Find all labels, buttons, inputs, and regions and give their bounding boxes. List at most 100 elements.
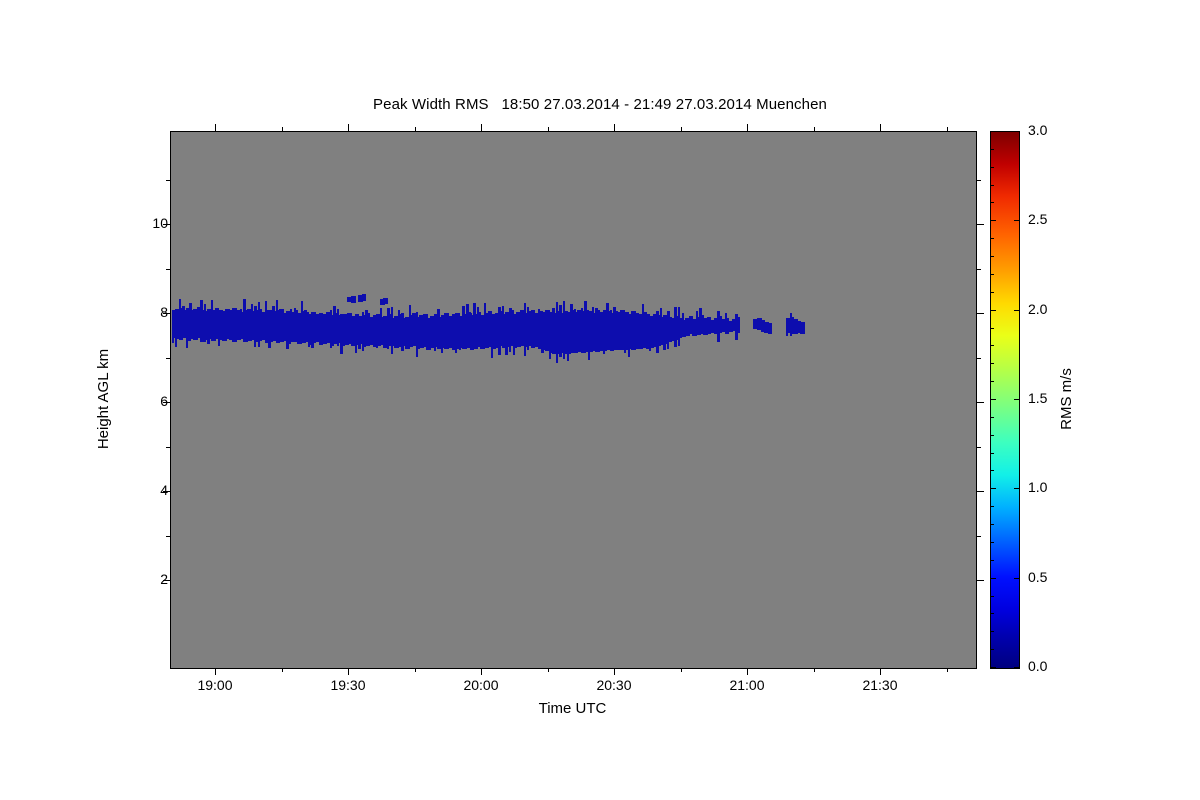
heatmap-cell — [483, 303, 487, 314]
y-tick-label: 10 — [152, 215, 168, 231]
colorbar-tick-minor — [991, 524, 994, 526]
heatmap-cell — [476, 306, 480, 312]
heatmap-cell — [609, 313, 615, 351]
heatmap-cell — [559, 304, 562, 313]
heatmap-cell — [566, 312, 572, 354]
heatmap-cell — [695, 317, 701, 335]
heatmap-cell — [605, 311, 611, 351]
heatmap-cell — [649, 315, 654, 348]
heatmap-cell — [541, 350, 544, 354]
heatmap-cell — [595, 308, 598, 311]
heatmap-cell — [512, 347, 515, 356]
heatmap-cell — [677, 318, 683, 339]
colorbar-tick — [991, 577, 996, 579]
heatmap-cell — [390, 345, 393, 355]
x-tick-top — [747, 124, 748, 131]
x-tick-minor-top — [414, 127, 416, 131]
heatmap-cell — [361, 311, 365, 315]
heatmap-cell — [792, 318, 798, 335]
heatmap-cell — [641, 304, 645, 313]
heatmap-cell — [415, 349, 419, 357]
heatmap-cell — [254, 310, 259, 343]
colorbar-tick-minor — [991, 613, 994, 615]
heatmap-cell — [498, 310, 503, 347]
heatmap-cell — [545, 310, 550, 352]
heatmap-cell — [415, 317, 421, 350]
heatmap-cell — [200, 300, 203, 310]
heatmap-cell — [483, 313, 489, 349]
heatmap-cell — [365, 310, 369, 314]
heatmap-cell — [282, 312, 288, 342]
heatmap-cell — [387, 308, 390, 314]
heatmap-cell — [501, 306, 505, 314]
heatmap-cell — [498, 346, 501, 355]
heatmap-cell — [243, 299, 246, 310]
x-tick-top — [880, 124, 881, 131]
heatmap-cell — [351, 296, 356, 304]
colorbar-tick-minor — [991, 166, 994, 168]
heatmap-cell — [613, 310, 618, 351]
heatmap-cell — [243, 309, 249, 343]
heatmap-cell — [516, 311, 521, 347]
y-tick — [163, 580, 170, 581]
heatmap-cell — [275, 310, 281, 344]
x-tick-top — [614, 124, 615, 131]
heatmap-cell — [397, 314, 403, 347]
heatmap-cell — [440, 347, 444, 354]
heatmap-cell — [588, 352, 591, 361]
colorbar-tick-right — [1014, 577, 1019, 579]
heatmap-cell — [189, 310, 195, 340]
heatmap-cell — [789, 312, 793, 318]
heatmap-cell — [677, 307, 681, 318]
heatmap-cell — [717, 316, 723, 334]
heatmap-cell — [408, 304, 412, 315]
heatmap-cell — [466, 312, 471, 349]
colorbar-tick-minor — [991, 452, 994, 454]
colorbar-tick-minor — [991, 649, 994, 651]
heatmap-cell — [232, 308, 238, 342]
heatmap-cell — [656, 310, 659, 316]
y-tick — [163, 402, 170, 403]
heatmap-cell — [175, 338, 178, 347]
heatmap-cell — [598, 311, 604, 351]
x-tick-minor — [414, 668, 416, 672]
heatmap-cell — [523, 347, 526, 356]
y-tick-right — [977, 580, 984, 581]
colorbar-tick-minor — [991, 184, 994, 186]
heatmap-cell — [706, 316, 712, 335]
heatmap-cell — [713, 318, 719, 335]
heatmap-cell — [559, 353, 562, 357]
heatmap-cell — [214, 307, 220, 340]
heatmap-cell — [171, 338, 174, 343]
heatmap-cell — [505, 312, 511, 348]
y-tick-right — [977, 313, 984, 314]
heatmap-cell — [415, 311, 419, 318]
heatmap-cell — [444, 313, 450, 350]
heatmap-cell — [476, 311, 482, 348]
heatmap-cell — [548, 311, 554, 353]
x-tick-minor — [281, 668, 283, 672]
heatmap-cell — [627, 349, 630, 357]
heatmap-cell — [361, 293, 367, 301]
heatmap-cell — [387, 314, 392, 347]
heatmap-cell — [501, 314, 507, 349]
heatmap-cell — [710, 320, 715, 333]
heatmap-cell — [663, 314, 669, 344]
heatmap-cell — [412, 313, 417, 347]
y-tick-minor-right — [977, 179, 981, 181]
heatmap-cell — [473, 303, 476, 314]
heatmap-cell — [692, 319, 697, 337]
colorbar-tick — [991, 309, 996, 311]
x-tick-minor-top — [281, 127, 283, 131]
heatmap-cell — [570, 310, 575, 353]
x-tick-label: 20:00 — [463, 677, 499, 693]
heatmap-cell — [182, 310, 187, 339]
heatmap-cell — [221, 311, 227, 342]
heatmap-cell — [534, 312, 539, 347]
heatmap-cell — [261, 312, 266, 341]
colorbar-tick-minor — [991, 345, 994, 347]
heatmap-cell — [397, 309, 401, 315]
heatmap-cell — [200, 309, 205, 342]
heatmap-cell — [257, 302, 261, 310]
